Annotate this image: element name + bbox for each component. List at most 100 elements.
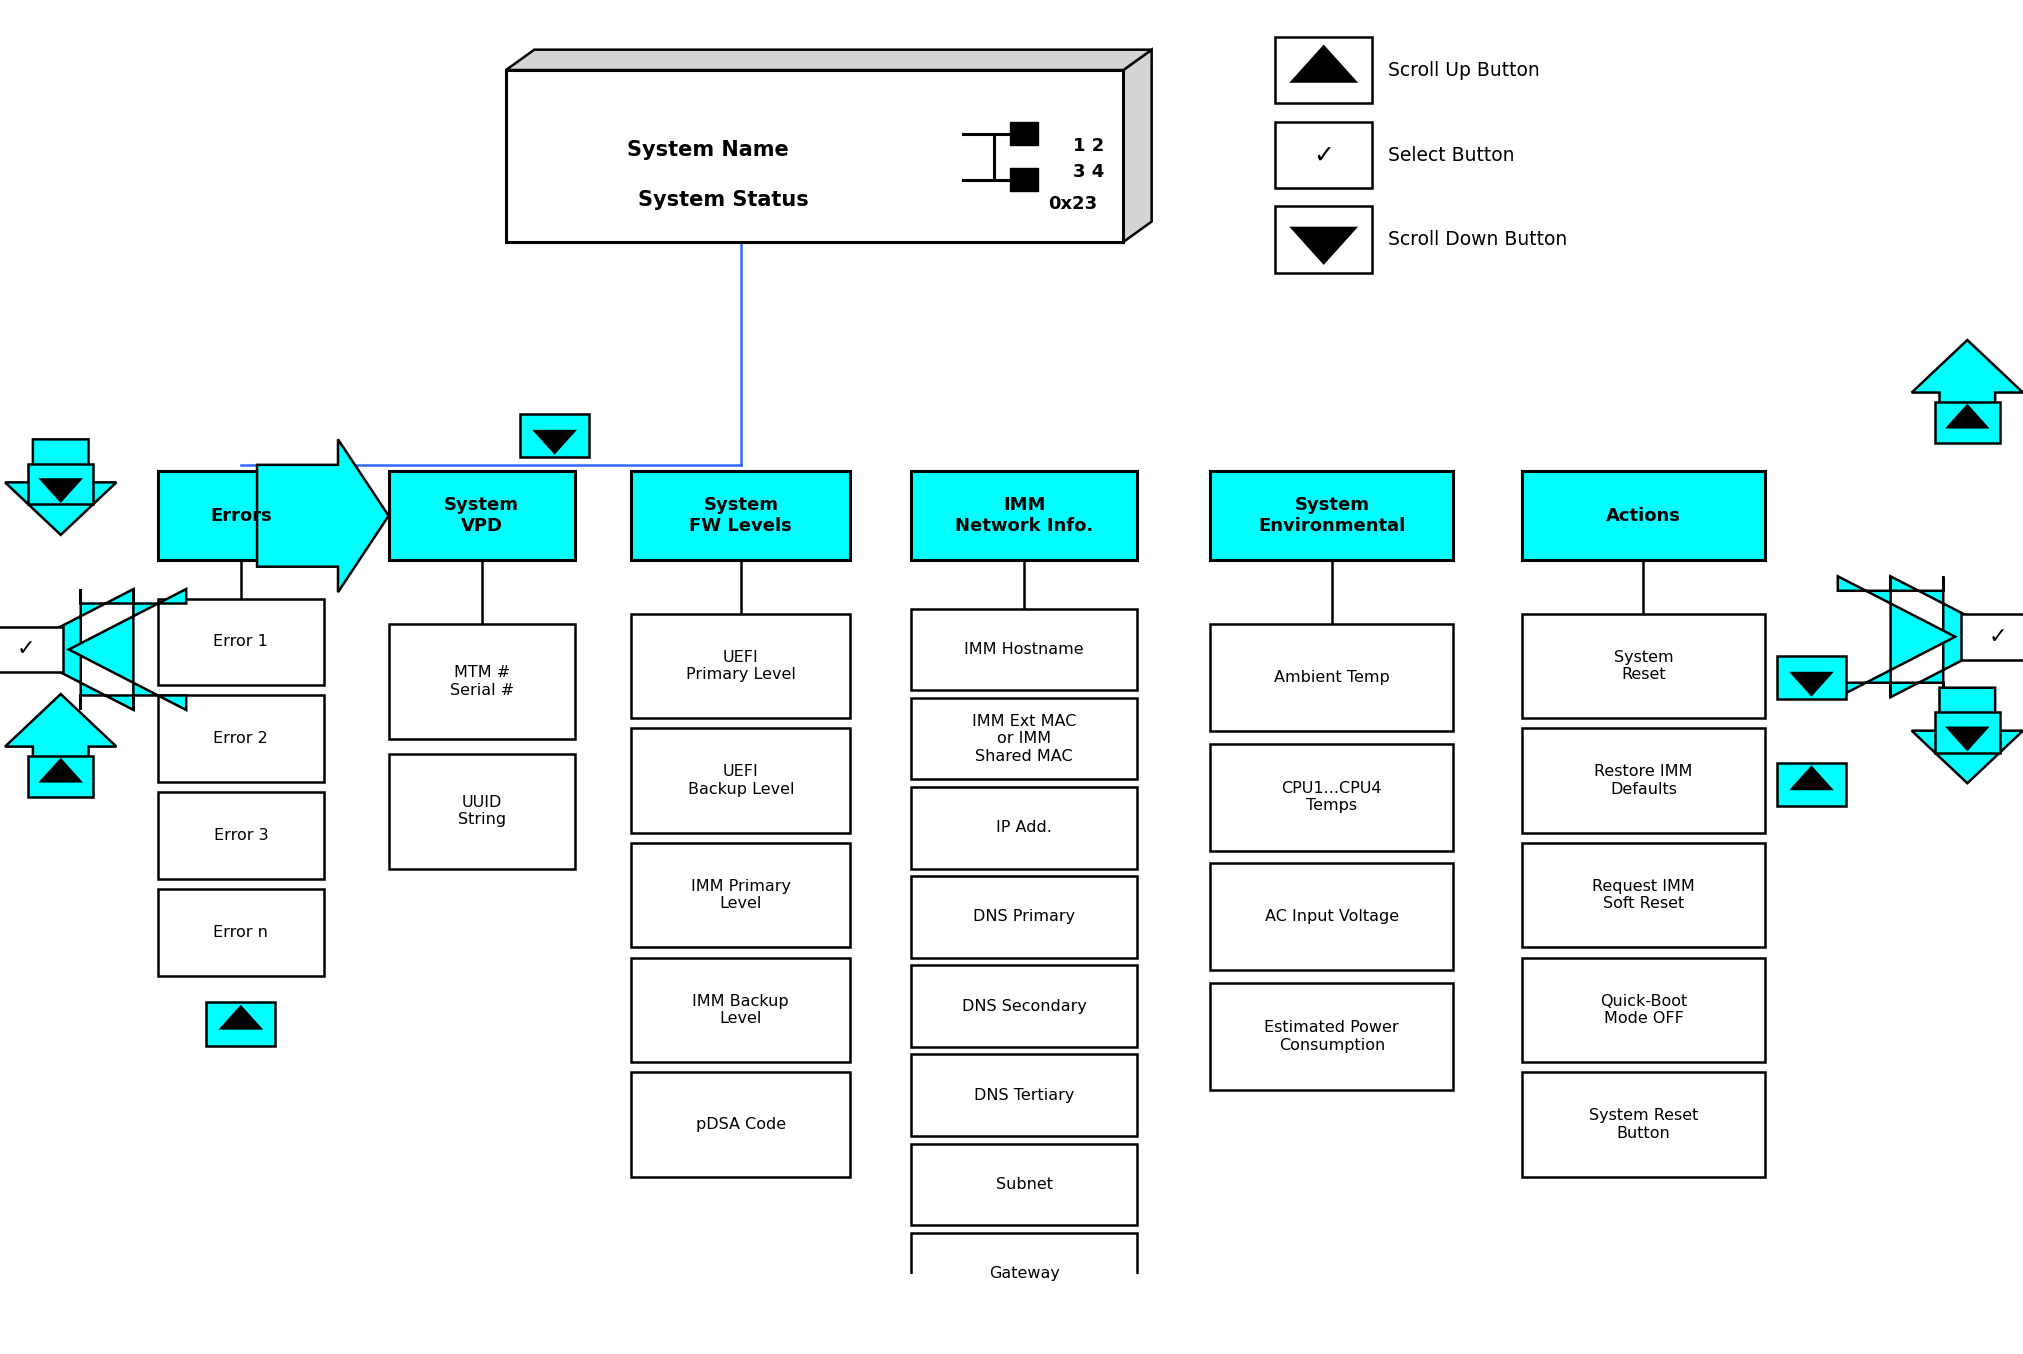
- FancyBboxPatch shape: [158, 598, 324, 685]
- FancyBboxPatch shape: [1934, 712, 1999, 753]
- Polygon shape: [506, 50, 1151, 70]
- FancyBboxPatch shape: [910, 1055, 1137, 1136]
- Text: IMM
Network Info.: IMM Network Info.: [955, 497, 1092, 535]
- Text: UEFI
Primary Level: UEFI Primary Level: [686, 650, 795, 682]
- FancyBboxPatch shape: [1274, 122, 1372, 188]
- Polygon shape: [1788, 672, 1833, 696]
- FancyBboxPatch shape: [631, 957, 850, 1062]
- FancyBboxPatch shape: [910, 965, 1137, 1047]
- FancyBboxPatch shape: [910, 471, 1137, 561]
- FancyBboxPatch shape: [158, 471, 324, 561]
- Text: 3 4: 3 4: [1072, 162, 1103, 181]
- FancyBboxPatch shape: [206, 1002, 275, 1045]
- Polygon shape: [1788, 765, 1833, 791]
- Polygon shape: [16, 589, 134, 709]
- Text: UEFI
Backup Level: UEFI Backup Level: [688, 765, 793, 798]
- Text: Scroll Up Button: Scroll Up Button: [1388, 61, 1540, 80]
- Text: AC Input Voltage: AC Input Voltage: [1264, 910, 1398, 925]
- Text: Error 2: Error 2: [212, 731, 269, 746]
- Text: Error 1: Error 1: [212, 635, 269, 650]
- Polygon shape: [38, 478, 83, 504]
- Polygon shape: [38, 758, 83, 783]
- FancyBboxPatch shape: [631, 613, 850, 718]
- FancyBboxPatch shape: [388, 754, 575, 868]
- FancyBboxPatch shape: [910, 1322, 1137, 1354]
- Polygon shape: [1944, 727, 1989, 751]
- FancyBboxPatch shape: [1210, 864, 1453, 971]
- Polygon shape: [1837, 577, 1954, 697]
- Text: Error n: Error n: [212, 925, 269, 940]
- Polygon shape: [1910, 340, 2021, 436]
- FancyBboxPatch shape: [631, 728, 850, 833]
- Text: MTM #
Serial #: MTM # Serial #: [449, 665, 514, 697]
- Polygon shape: [1889, 577, 2007, 697]
- FancyBboxPatch shape: [1521, 957, 1764, 1062]
- Polygon shape: [1123, 50, 1151, 242]
- Bar: [1009, 122, 1038, 145]
- FancyBboxPatch shape: [158, 696, 324, 783]
- FancyBboxPatch shape: [28, 463, 93, 504]
- FancyBboxPatch shape: [158, 890, 324, 975]
- FancyBboxPatch shape: [1960, 613, 2023, 659]
- Text: UUID
String: UUID String: [457, 795, 506, 827]
- FancyBboxPatch shape: [1521, 1072, 1764, 1177]
- Text: System Name: System Name: [627, 141, 789, 160]
- Polygon shape: [218, 1005, 263, 1029]
- FancyBboxPatch shape: [1274, 37, 1372, 103]
- FancyBboxPatch shape: [910, 876, 1137, 957]
- FancyBboxPatch shape: [1521, 844, 1764, 948]
- FancyBboxPatch shape: [631, 471, 850, 561]
- FancyBboxPatch shape: [1934, 402, 1999, 443]
- Text: Estimated Power
Consumption: Estimated Power Consumption: [1264, 1021, 1398, 1053]
- FancyBboxPatch shape: [1210, 743, 1453, 850]
- Polygon shape: [1944, 403, 1989, 428]
- Text: System
Environmental: System Environmental: [1258, 497, 1404, 535]
- FancyBboxPatch shape: [1521, 471, 1764, 561]
- Text: ✓: ✓: [1313, 144, 1333, 168]
- Polygon shape: [1910, 688, 2021, 783]
- Bar: [1009, 168, 1038, 191]
- FancyBboxPatch shape: [910, 787, 1137, 868]
- Text: Gateway: Gateway: [987, 1266, 1060, 1281]
- FancyBboxPatch shape: [1521, 728, 1764, 833]
- Text: System
VPD: System VPD: [443, 497, 520, 535]
- Polygon shape: [4, 439, 115, 535]
- FancyBboxPatch shape: [631, 844, 850, 948]
- FancyBboxPatch shape: [1521, 613, 1764, 718]
- Text: DNS Secondary: DNS Secondary: [961, 999, 1086, 1014]
- FancyBboxPatch shape: [910, 609, 1137, 691]
- Text: System
FW Levels: System FW Levels: [690, 497, 791, 535]
- FancyBboxPatch shape: [910, 697, 1137, 780]
- FancyBboxPatch shape: [1210, 624, 1453, 731]
- FancyBboxPatch shape: [910, 1232, 1137, 1315]
- FancyBboxPatch shape: [0, 627, 63, 673]
- Text: 1 2: 1 2: [1072, 138, 1103, 156]
- Text: IMM Primary
Level: IMM Primary Level: [690, 879, 791, 911]
- FancyBboxPatch shape: [388, 624, 575, 739]
- Text: CPU1...CPU4
Temps: CPU1...CPU4 Temps: [1281, 781, 1382, 814]
- Text: Select Button: Select Button: [1388, 146, 1513, 165]
- FancyBboxPatch shape: [1210, 471, 1453, 561]
- Text: 0x23: 0x23: [1048, 195, 1096, 213]
- Text: IMM Hostname: IMM Hostname: [963, 642, 1084, 657]
- FancyBboxPatch shape: [631, 1072, 850, 1177]
- Polygon shape: [532, 429, 577, 455]
- Text: Request IMM
Soft Reset: Request IMM Soft Reset: [1592, 879, 1693, 911]
- Polygon shape: [1289, 45, 1357, 83]
- FancyBboxPatch shape: [506, 70, 1123, 242]
- Text: System
Reset: System Reset: [1612, 650, 1673, 682]
- FancyBboxPatch shape: [28, 757, 93, 798]
- Text: Actions: Actions: [1606, 506, 1679, 525]
- Text: IMM Ext MAC
or IMM
Shared MAC: IMM Ext MAC or IMM Shared MAC: [971, 714, 1076, 764]
- Text: pDSA Code: pDSA Code: [696, 1117, 785, 1132]
- FancyBboxPatch shape: [388, 471, 575, 561]
- FancyBboxPatch shape: [1210, 983, 1453, 1090]
- Text: Subnet: Subnet: [995, 1177, 1052, 1192]
- Text: Quick-Boot
Mode OFF: Quick-Boot Mode OFF: [1598, 994, 1687, 1026]
- Text: IP Add.: IP Add.: [995, 821, 1052, 835]
- Text: ✓: ✓: [1987, 627, 2007, 647]
- Polygon shape: [257, 439, 388, 592]
- Text: Error 3: Error 3: [214, 827, 267, 844]
- Text: Errors: Errors: [210, 506, 271, 525]
- Polygon shape: [1289, 226, 1357, 265]
